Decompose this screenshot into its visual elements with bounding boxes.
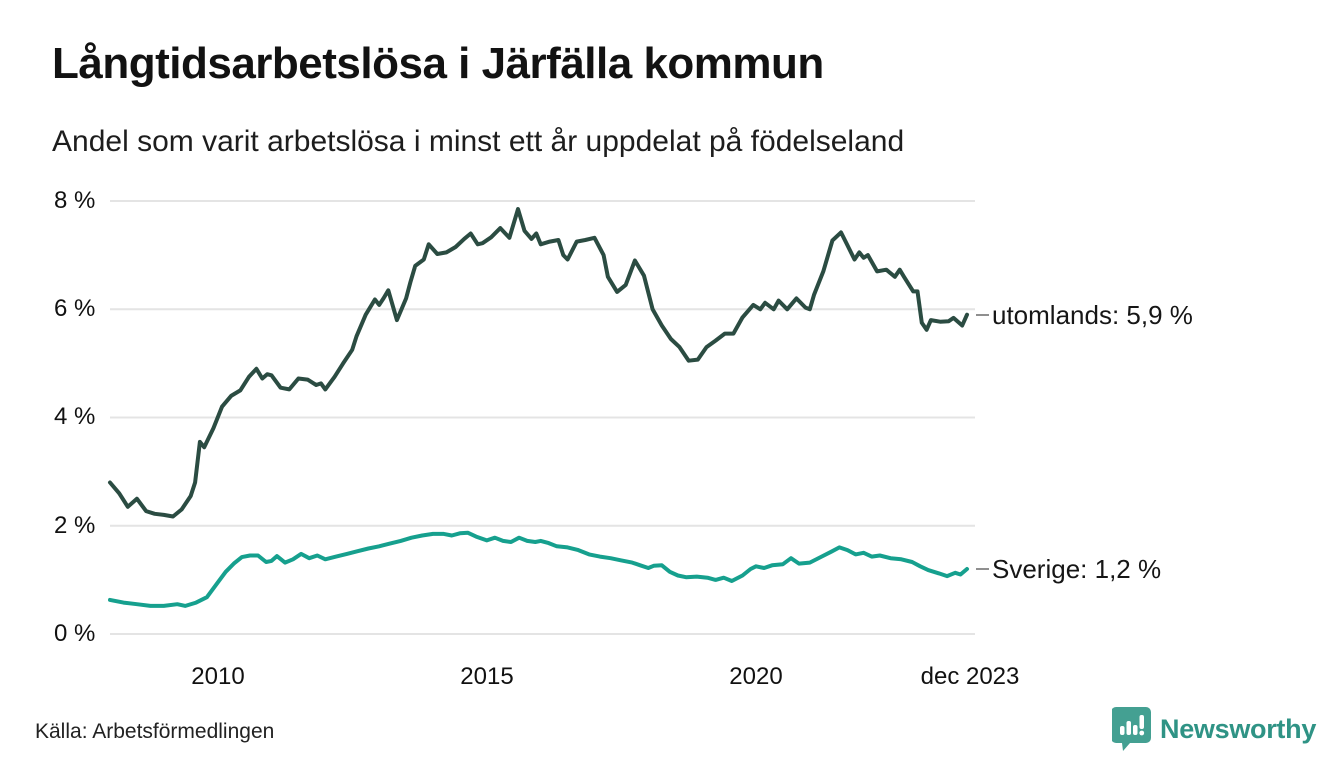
series-label-sverige-text: Sverige: 1,2 %: [992, 554, 1162, 585]
y-tick-4: 4 %: [54, 403, 96, 430]
newsworthy-badge-icon: [1112, 707, 1151, 751]
utomlands-line: [108, 207, 969, 519]
y-tick-2: 2 %: [54, 512, 96, 539]
series-label-sverige: Sverige: 1,2 %: [976, 553, 1161, 585]
newsworthy-logo-text: Newsworthy: [1160, 713, 1317, 744]
page-subtitle: Andel som varit arbetslösa i minst ett å…: [52, 125, 905, 158]
x-tick-2015: 2015: [460, 663, 514, 690]
label-connector-dash: [976, 568, 989, 571]
series-label-utomlands: utomlands: 5,9 %: [976, 299, 1193, 331]
y-tick-8: 8 %: [54, 187, 96, 214]
y-tick-0: 0 %: [54, 620, 96, 647]
x-tick-2020: 2020: [729, 663, 783, 690]
newsworthy-logo: Newsworthy: [1112, 706, 1316, 752]
x-tick-dec-2023: dec 2023: [920, 663, 1020, 690]
series-label-utomlands-text: utomlands: 5,9 %: [992, 299, 1193, 330]
source-note: Källa: Arbetsförmedlingen: [35, 720, 275, 743]
x-tick-2010: 2010: [191, 663, 245, 690]
page-title: Långtidsarbetslösa i Järfälla kommun: [52, 39, 824, 88]
label-connector-dash: [976, 313, 989, 316]
y-tick-6: 6 %: [54, 295, 96, 322]
sverige-line: [108, 530, 969, 608]
